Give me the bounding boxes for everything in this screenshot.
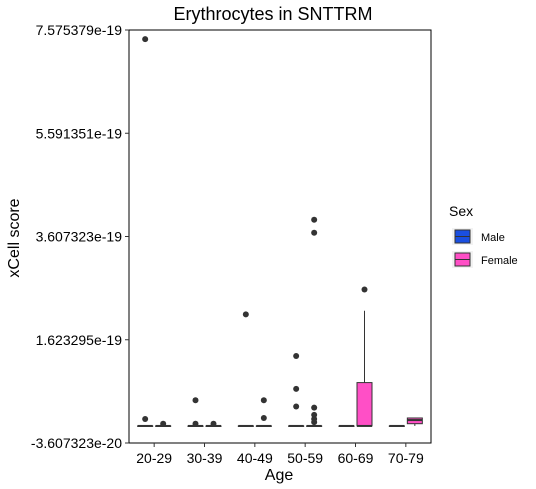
box-female-70-79 [406, 417, 423, 426]
legend-label-male: Male [481, 232, 505, 244]
box-female-50-59 [306, 216, 323, 427]
outlier-point [311, 411, 318, 418]
outlier-point [142, 36, 149, 43]
box-male-30-39 [187, 397, 204, 427]
legend-title: Sex [449, 203, 473, 219]
box-male-60-69 [338, 424, 355, 427]
box-female-30-39 [205, 420, 222, 427]
outlier-point [311, 229, 318, 236]
y-tick-label: -3.607323e-20 [31, 435, 122, 451]
outlier-point [311, 404, 318, 411]
outlier-point [142, 416, 149, 423]
y-axis: -3.607323e-20 1.623295e-19 3.607323e-19 5.5… [31, 22, 129, 451]
box-male-40-49 [237, 311, 254, 427]
outlier-point [311, 216, 318, 223]
x-tick-label: 60-69 [338, 450, 374, 466]
y-axis-title: xCell score [6, 198, 23, 277]
box-male-50-59 [288, 353, 305, 427]
x-tick-label: 40-49 [237, 450, 273, 466]
outlier-point [242, 311, 249, 318]
chart-title: Erythrocytes in SNTTRM [173, 4, 372, 24]
x-tick-label: 70-79 [388, 450, 424, 466]
outlier-point [210, 420, 217, 427]
box-female-60-69 [356, 286, 373, 427]
box-iqr [356, 382, 373, 427]
box-male-20-29 [137, 36, 154, 427]
x-tick-label: 50-59 [287, 450, 323, 466]
outlier-point [293, 353, 300, 360]
plot-area [128, 29, 432, 444]
outlier-point [192, 397, 199, 404]
outlier-point [361, 286, 368, 293]
outlier-point [293, 385, 300, 392]
plot-panel [128, 29, 432, 444]
y-tick-label: 1.623295e-19 [36, 332, 123, 348]
y-tick-label: 7.575379e-19 [36, 22, 123, 38]
y-tick-label: 3.607323e-19 [36, 229, 123, 245]
x-tick-label: 20-29 [136, 450, 172, 466]
box-male-70-79 [388, 424, 405, 427]
outlier-point [160, 420, 167, 427]
outlier-point [260, 414, 267, 421]
legend-label-female: Female [481, 255, 518, 267]
x-axis-title: Age [265, 467, 294, 484]
box-female-40-49 [255, 397, 272, 427]
outlier-point [192, 420, 199, 427]
x-tick-label: 30-39 [187, 450, 223, 466]
x-axis: 20-29 30-39 40-49 50-59 60-69 70-79 [136, 443, 424, 466]
legend: Sex Male Female [449, 203, 518, 268]
outlier-point [293, 403, 300, 410]
outlier-point [311, 419, 318, 426]
y-tick-label: 5.591351e-19 [36, 125, 123, 141]
outlier-point [260, 397, 267, 404]
box-female-20-29 [155, 420, 172, 427]
